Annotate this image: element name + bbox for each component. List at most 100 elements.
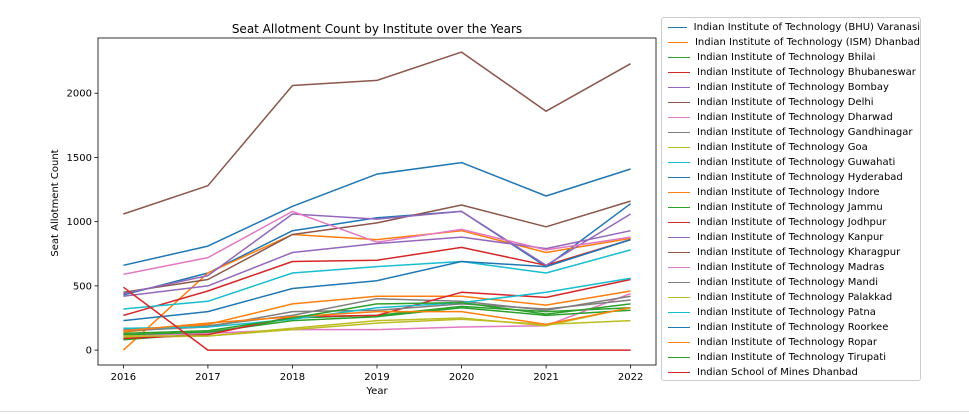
legend-label: Indian Institute of Technology Bhubanesw… [697,67,916,78]
legend-item: Indian Institute of Technology Mandi [662,275,920,290]
divider [0,411,969,412]
legend-label: Indian Institute of Technology Jammu [697,202,883,213]
series-line-13 [123,306,631,336]
series-line-8 [123,295,631,331]
legend-label: Indian Institute of Technology Roorkee [697,322,889,333]
legend-label: Indian Institute of Technology Bombay [697,82,889,93]
legend-item: Indian Institute of Technology Hyderabad [662,170,920,185]
y-tick-label: 500 [73,281,92,292]
legend-label: Indian Institute of Technology Bhilai [697,52,876,63]
legend-item: Indian Institute of Technology Bhilai [662,50,920,65]
series-line-16 [123,51,631,215]
x-axis-label: Year [365,386,388,397]
legend-label: Indian Institute of Technology Goa [697,142,868,153]
x-tick-label: 2018 [280,372,305,383]
legend-label: Indian Institute of Technology Palakkad [697,292,893,303]
legend-swatch [668,357,690,358]
legend-label: Indian Institute of Technology (BHU) Var… [693,22,920,33]
legend-label: Indian Institute of Technology Delhi [697,97,874,108]
series-line-22 [123,306,631,332]
legend-item: Indian Institute of Technology (BHU) Var… [662,20,920,35]
legend-swatch [668,27,687,28]
legend-item: Indian Institute of Technology Bombay [662,80,920,95]
legend-item: Indian Institute of Technology Goa [662,140,920,155]
legend-item: Indian Institute of Technology Jodhpur [662,215,920,230]
series-line-2 [122,229,631,351]
legend-swatch [668,177,690,178]
x-tick-label: 2021 [533,372,558,383]
y-tick-label: 0 [86,346,92,357]
legend-item: Indian Institute of Technology Roorkee [662,320,920,335]
legend-item: Indian Institute of Technology Jammu [662,200,920,215]
y-axis-label: Seat Allotment Count [50,149,61,256]
legend-item: Indian Institute of Technology Tirupati [662,350,920,365]
chart-title: Seat Allotment Count by Institute over t… [232,22,522,36]
legend-swatch [668,312,690,313]
legend-label: Indian Institute of Technology Hyderabad [697,172,903,183]
legend-label: Indian Institute of Technology Kharagpur [697,247,901,258]
legend-swatch [668,117,690,118]
legend-swatch [668,237,690,238]
legend-label: Indian Institute of Technology Mandi [697,277,878,288]
legend-item: Indian Institute of Technology Patna [662,305,920,320]
legend-swatch [668,327,690,328]
legend-item: Indian Institute of Technology Dharwad [662,110,920,125]
series-line-24 [122,286,631,351]
legend-swatch [668,132,690,133]
legend-label: Indian Institute of Technology Dharwad [697,112,893,123]
legend-swatch [668,192,690,193]
legend-swatch [668,207,690,208]
legend-item: Indian Institute of Technology Palakkad [662,290,920,305]
plot-area [122,51,632,351]
legend-swatch [668,222,690,223]
legend-item: Indian Institute of Technology Indore [662,185,920,200]
legend-label: Indian School of Mines Dhanbad [697,367,858,378]
legend-label: Indian Institute of Technology Madras [697,262,885,273]
legend-label: Indian Institute of Technology Patna [697,307,876,318]
legend-swatch [668,297,690,298]
series-line-11 [123,238,631,322]
legend-item: Indian Institute of Technology Madras [662,260,920,275]
legend-swatch [668,72,690,73]
series-line-6 [123,200,631,294]
legend-item: Indian Institute of Technology Bhubanesw… [662,65,920,80]
legend-label: Indian Institute of Technology Indore [697,187,880,198]
legend-item: Indian Institute of Technology (ISM) Dha… [662,35,920,50]
legend-swatch [668,102,690,103]
legend-swatch [668,57,690,58]
legend-swatch [668,162,690,163]
legend-item: Indian Institute of Technology Gandhinag… [662,125,920,140]
legend-label: Indian Institute of Technology Ropar [697,337,877,348]
series-line-15 [123,210,631,295]
legend-swatch [668,267,690,268]
series-line-20 [123,277,631,330]
legend-item: Indian Institute of Technology Delhi [662,95,920,110]
legend: Indian Institute of Technology (BHU) Var… [661,17,921,381]
x-tick-label: 2019 [364,372,389,383]
legend-label: Indian Institute of Technology (ISM) Dha… [694,37,920,48]
legend-item: Indian Institute of Technology Guwahati [662,155,920,170]
legend-item: Indian Institute of Technology Kharagpur [662,245,920,260]
legend-label: Indian Institute of Technology Kanpur [697,232,884,243]
legend-label: Indian Institute of Technology Guwahati [697,157,896,168]
legend-swatch [668,372,690,373]
x-tick-label: 2020 [449,372,474,383]
series-line-23 [123,301,631,335]
legend-swatch [668,87,690,88]
legend-label: Indian Institute of Technology Tirupati [697,352,886,363]
x-tick-label: 2022 [618,372,643,383]
legend-swatch [668,252,690,253]
legend-swatch [668,147,690,148]
legend-label: Indian Institute of Technology Jodhpur [697,217,887,228]
legend-swatch [668,282,690,283]
legend-item: Indian Institute of Technology Ropar [662,335,920,350]
x-tick-label: 2017 [195,372,220,383]
series-line-12 [123,290,631,333]
series-line-21 [123,161,631,267]
y-tick-label: 1000 [67,217,92,228]
x-tick-label: 2016 [111,372,136,383]
legend-swatch [668,342,690,343]
series-line-17 [123,210,631,276]
y-tick-label: 1500 [67,153,92,164]
